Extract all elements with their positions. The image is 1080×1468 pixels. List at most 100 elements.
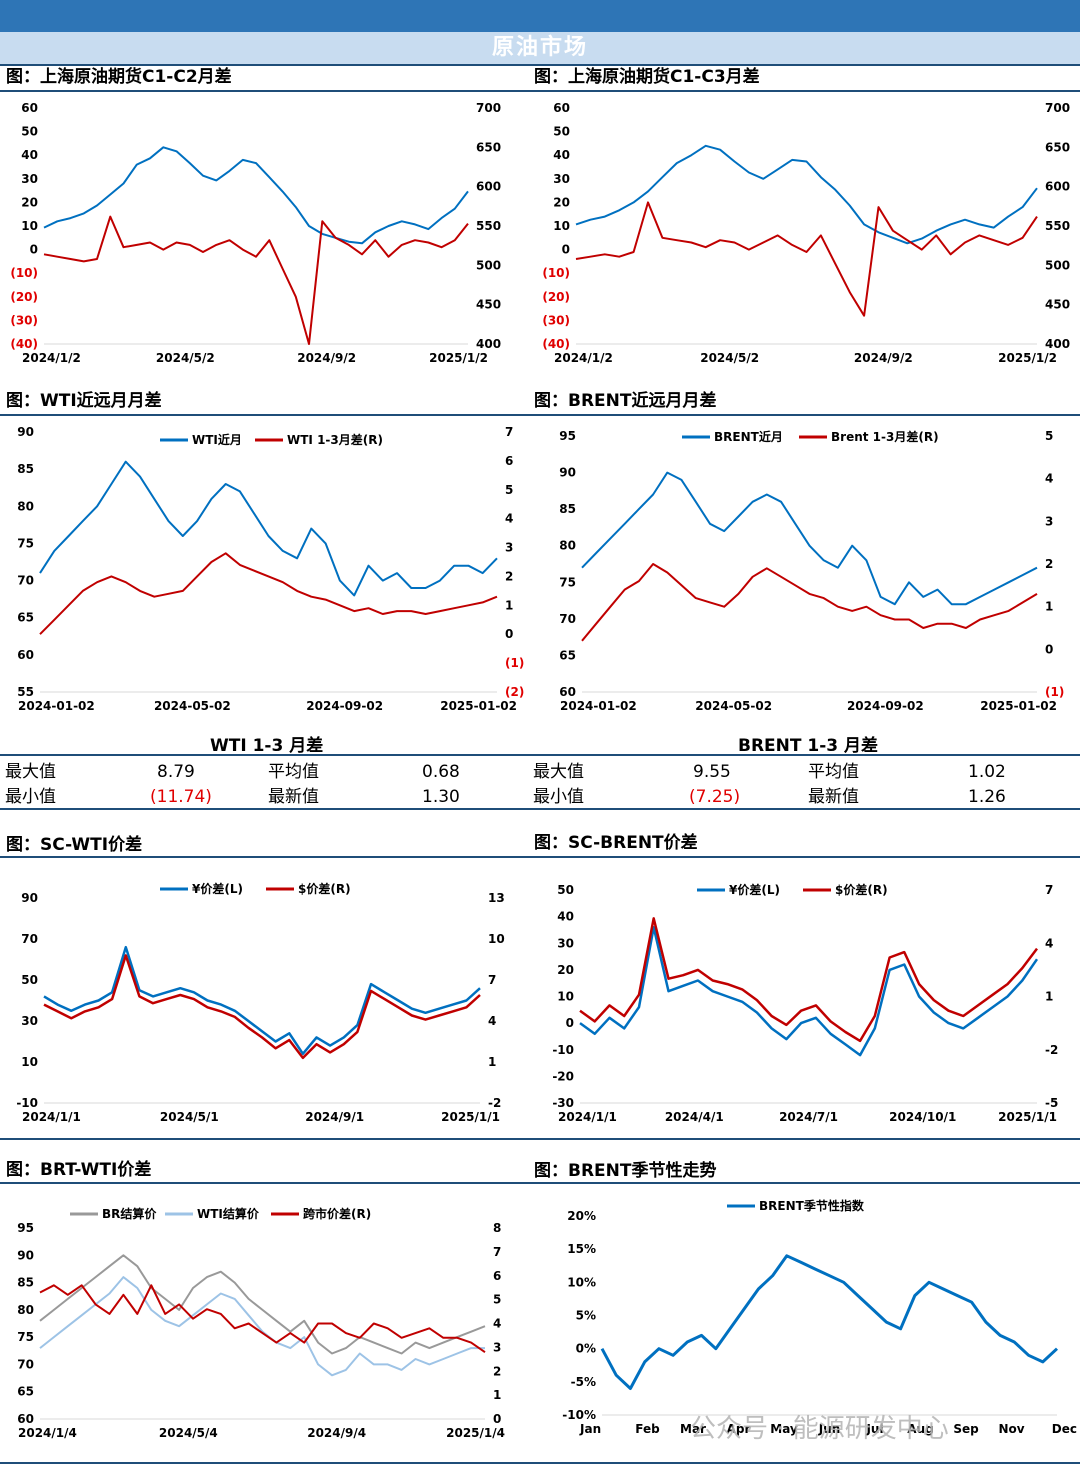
x-tick-label: 2024/4/1 [665,1110,724,1124]
series-line [581,563,1038,642]
y-tick-label: 75 [17,1330,34,1344]
y2-tick-label: 2 [493,1364,501,1378]
y-tick-label: 75 [17,536,34,550]
x-tick-label: Sep [953,1422,979,1436]
y-tick-label: (10) [10,266,38,280]
x-tick-label: Aug [907,1422,933,1436]
y-tick-label: 20% [567,1209,596,1223]
y-tick-label: 40 [553,148,570,162]
stat-label-latest: 最新值 [268,787,319,807]
x-tick-label: Jun [818,1422,841,1436]
chart-title-brent-seasonal: 图：BRENT季节性走势 [534,1161,717,1181]
x-tick-label: May [770,1422,798,1436]
y-tick-label: 70 [17,574,34,588]
x-tick-label: Mar [680,1422,706,1436]
stat-label-avg: 平均值 [268,762,319,782]
x-tick-label: 2025-01-02 [980,699,1057,713]
y-tick-label: 95 [17,1221,34,1235]
y2-tick-label: 7 [1045,883,1053,897]
x-tick-label: 2024/5/2 [156,351,215,365]
chart-title-sc-c1c3: 图：上海原油期货C1-C3月差 [534,67,760,87]
legend-label: $价差(R) [835,882,888,897]
y-tick-label: 90 [559,466,576,480]
stat-label-min: 最小值 [5,787,56,807]
divider [0,90,1080,92]
chart-title-brt-wti: 图：BRT-WTI价差 [6,1160,152,1180]
y-tick-label: 0 [30,243,38,257]
series-line [579,917,1038,1043]
stat-brent-max: 9.55 [693,762,731,782]
y-tick-label: 90 [17,1248,34,1262]
series-line [575,201,1038,317]
stats-brent-title: BRENT 1-3 月差 [738,736,879,756]
y-tick-label: 30 [553,172,570,186]
legend-label: $价差(R) [298,881,351,896]
y-tick-label: -10 [552,1043,574,1057]
chart-sc-c1c2: 60 50 40 30 20 10 0 (10) (20) (30) (40) 700 650 600 55… [0,96,508,366]
y2-tick-label: 1 [1045,990,1053,1004]
chart-svg: 20% 15% 10% 5% 0% -5% -10%Jan Feb Mar Apr May Jun Ju… [562,1198,1077,1436]
y2-tick-label: 3 [1045,514,1053,528]
series-line [39,1254,486,1355]
stat-label-max: 最大值 [5,762,56,782]
chart-svg: 908580757065605576543210(1)(2)2024-01-02… [17,425,524,713]
y2-tick-label: 400 [476,337,501,351]
y-tick-label: 30 [21,172,38,186]
series-line [39,1276,485,1377]
series-line [39,1284,486,1354]
y-tick-label: 70 [17,1357,34,1371]
x-tick-label: Feb [635,1422,660,1436]
y2-tick-label: 3 [505,541,513,555]
x-tick-label: Apr [727,1422,751,1436]
y2-tick-label: 400 [1045,337,1070,351]
stats-wti-title: WTI 1-3 月差 [210,736,324,756]
y-tick-label: (30) [10,313,38,327]
chart-brent-seasonal: 20% 15% 10% 5% 0% -5% -10% Jan Feb Mar Apr May Jun Ju… [532,1192,1077,1447]
legend-label: BRENT季节性指数 [759,1198,865,1213]
stat-brent-latest: 1.26 [968,787,1006,807]
legend-label: BR结算价 [102,1206,157,1221]
y-tick-label: 85 [17,1276,34,1290]
x-tick-label: Jul [865,1422,883,1436]
y2-tick-label: 7 [488,973,496,987]
y-tick-label: 60 [553,101,570,115]
y2-tick-label: 4 [1045,936,1053,950]
y2-tick-label: 1 [488,1055,496,1069]
y-tick-label: 10% [567,1275,596,1289]
legend-label: Brent 1-3月差(R) [831,429,939,444]
x-tick-label: 2024-09-02 [847,699,924,713]
section-banner: 原油市场 [0,32,1080,66]
y2-tick-label: 7 [505,425,513,439]
y2-tick-label: 0 [493,1412,501,1426]
chart-wti-spread: 90 85 80 75 70 65 60 55 7 6 5 4 3 2 1 0 (1) (2) 2024-01-02… [0,418,525,718]
y2-tick-label: 0 [505,627,513,641]
y-tick-label: -10% [562,1408,596,1422]
y-tick-label: 20 [553,195,570,209]
chart-sc-brent: 50 40 30 20 10 0 -10 -20 -30 7 4 1 -2 -5 2024/1/1 2024/… [532,868,1077,1133]
x-tick-label: 2025/1/1 [998,1110,1057,1124]
y-tick-label: -20 [552,1069,574,1083]
y2-tick-label: -2 [1045,1043,1058,1057]
y-tick-label: 50 [553,125,570,139]
y2-tick-label: 6 [493,1269,501,1283]
x-tick-label: 2024-01-02 [560,699,637,713]
y2-tick-label: 2 [1045,557,1053,571]
y2-tick-label: 6 [505,454,513,468]
y-tick-label: (40) [10,337,38,351]
y2-tick-label: 4 [1045,472,1053,486]
y2-tick-label: 3 [493,1340,501,1354]
y2-tick-label: 450 [1045,298,1070,312]
x-tick-label: 2024/9/2 [854,351,913,365]
y-tick-label: 60 [17,1412,34,1426]
chart-svg: 50 40 30 20 10 0 -10 -20 -30 7 4 1 -2 -5 2024/1/1 2024/… [552,882,1058,1124]
y-tick-label: 0 [566,1016,574,1030]
y2-tick-label: 650 [476,140,501,154]
chart-brt-wti: 95 90 85 80 75 70 65 60 8 7 6 5 4 3 2 1 0 2024/1/4 2024/5/… [0,1192,525,1447]
y2-tick-label: 2 [505,569,513,583]
y-tick-label: 0 [562,243,570,257]
legend-label: WTI 1-3月差(R) [287,432,383,447]
y2-tick-label: 450 [476,298,501,312]
x-tick-label: 2024/1/2 [554,351,613,365]
divider [0,1462,1080,1464]
y-tick-label: 50 [21,125,38,139]
